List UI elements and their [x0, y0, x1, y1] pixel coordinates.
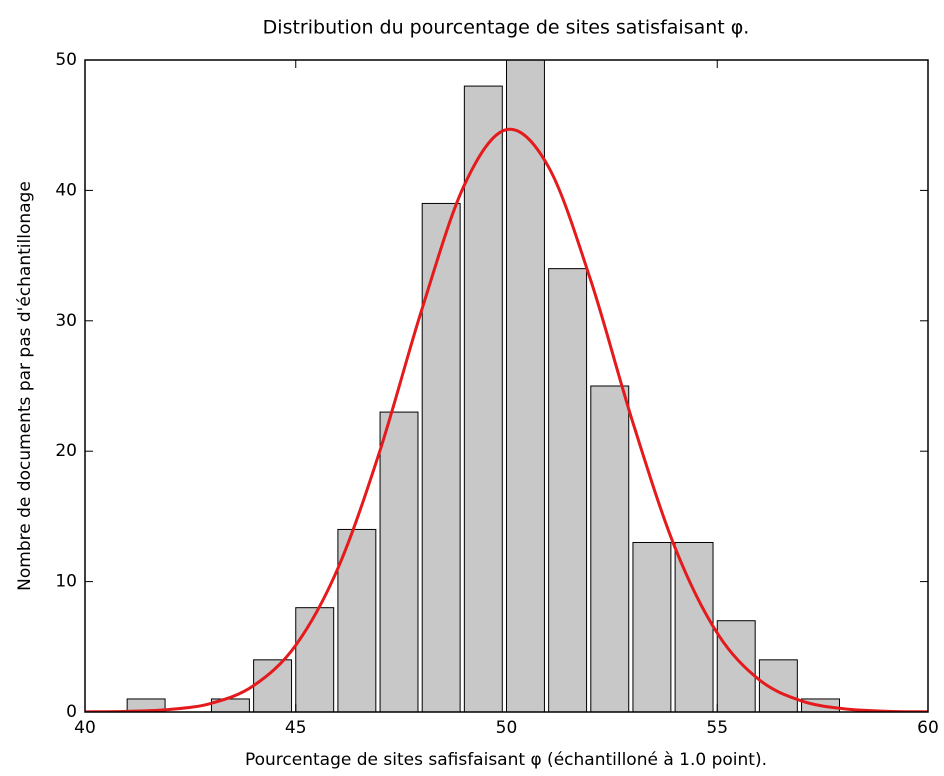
bar — [295, 607, 335, 713]
bar — [253, 659, 293, 713]
y-tick-label: 50 — [55, 50, 77, 70]
y-tick-label: 0 — [66, 702, 77, 722]
y-tick-label: 30 — [55, 311, 77, 331]
y-tick-label: 20 — [55, 441, 77, 461]
bar — [632, 541, 672, 713]
x-tick-label: 45 — [285, 718, 307, 738]
y-axis-label: Nombre de documents par pas d'échantillo… — [15, 181, 35, 591]
chart-title: Distribution du pourcentage de sites sat… — [263, 17, 750, 39]
bar — [421, 202, 461, 713]
x-tick-label: 50 — [496, 718, 518, 738]
bar — [463, 85, 503, 713]
y-tick-label: 40 — [55, 180, 77, 200]
bar — [590, 385, 630, 713]
bar — [674, 541, 714, 713]
bar — [506, 59, 545, 713]
x-tick-label: 55 — [706, 718, 728, 738]
fit-curve — [85, 127, 928, 712]
y-tick-label: 10 — [55, 572, 77, 592]
x-axis-label: Pourcentage de sites safisfaisant φ (éch… — [245, 750, 767, 770]
bar — [758, 659, 798, 713]
bar — [716, 620, 756, 713]
x-tick-label: 60 — [917, 718, 939, 738]
bar — [548, 268, 588, 713]
bar — [379, 411, 419, 713]
x-tick-label: 40 — [74, 718, 96, 738]
